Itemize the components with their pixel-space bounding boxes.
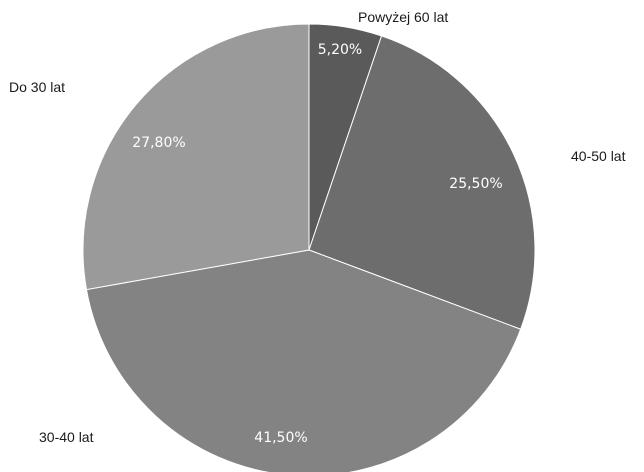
category-label-1: 40-50 lat (571, 148, 626, 164)
slice-value-label-1: 25,50% (449, 176, 502, 192)
pie-slices (83, 24, 535, 472)
category-label-0: Powyżej 60 lat (358, 9, 448, 25)
pie-slice-3 (83, 24, 309, 290)
category-label-3: Do 30 lat (9, 79, 65, 95)
slice-value-label-2: 41,50% (254, 430, 307, 446)
slice-value-label-3: 27,80% (132, 135, 185, 151)
slice-value-label-0: 5,20% (318, 42, 362, 58)
category-label-2: 30-40 lat (39, 429, 94, 445)
